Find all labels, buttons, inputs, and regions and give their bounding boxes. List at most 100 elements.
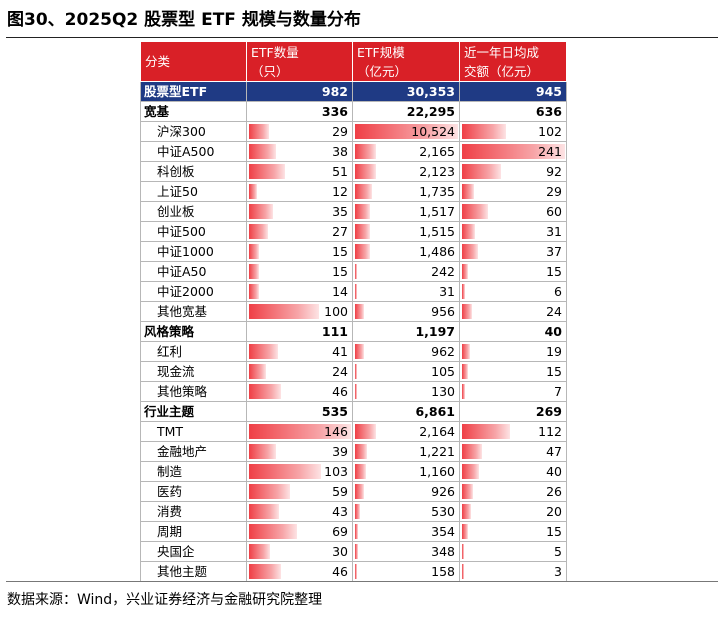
count-cell: 100: [246, 301, 353, 322]
scale-cell: 6,861: [352, 401, 460, 422]
turnover-cell: 60: [459, 201, 567, 222]
count-cell: 336: [246, 101, 353, 122]
count-cell: 29: [246, 121, 353, 142]
turnover-databar: [462, 264, 468, 279]
scale-cell: 158: [352, 561, 460, 582]
etf-distribution-table: 分类 ETF数量 （只） ETF规模 （亿元） 近一年日均成 交额（亿元） 股票型ET…: [140, 41, 567, 582]
count-value: 39: [332, 444, 348, 459]
count-databar: [249, 284, 259, 299]
count-databar: [249, 264, 259, 279]
count-databar: [249, 484, 290, 499]
count-value: 103: [324, 464, 348, 479]
category-name: 红利: [140, 341, 247, 362]
title-divider: [6, 37, 718, 38]
turnover-cell: 37: [459, 241, 567, 262]
header-etf-count: ETF数量 （只）: [246, 41, 353, 82]
scale-value: 2,123: [419, 164, 455, 179]
scale-databar: [355, 304, 364, 319]
turnover-databar: [462, 224, 475, 239]
scale-cell: 130: [352, 381, 460, 402]
turnover-value: 20: [546, 504, 562, 519]
scale-databar: [355, 124, 458, 139]
category-name: 医药: [140, 481, 247, 502]
scale-databar: [355, 284, 357, 299]
turnover-cell: 26: [459, 481, 567, 502]
count-value: 146: [324, 424, 348, 439]
count-cell: 35: [246, 201, 353, 222]
turnover-value: 24: [546, 304, 562, 319]
turnover-databar: [462, 424, 510, 439]
table-row: TMT 146 2,164 112: [140, 421, 567, 442]
table-header-row: 分类 ETF数量 （只） ETF规模 （亿元） 近一年日均成 交额（亿元）: [140, 41, 567, 82]
turnover-cell: 15: [459, 361, 567, 382]
count-cell: 103: [246, 461, 353, 482]
count-value: 29: [332, 124, 348, 139]
count-databar: [249, 444, 276, 459]
turnover-cell: 31: [459, 221, 567, 242]
category-name: 股票型ETF: [140, 81, 247, 102]
scale-databar: [355, 424, 376, 439]
scale-databar: [355, 144, 376, 159]
turnover-value: 6: [554, 284, 562, 299]
turnover-cell: 20: [459, 501, 567, 522]
count-cell: 535: [246, 401, 353, 422]
turnover-databar: [462, 204, 488, 219]
count-cell: 41: [246, 341, 353, 362]
count-cell: 43: [246, 501, 353, 522]
category-name: 科创板: [140, 161, 247, 182]
scale-databar: [355, 364, 357, 379]
count-cell: 15: [246, 241, 353, 262]
scale-databar: [355, 164, 376, 179]
count-value: 30: [332, 544, 348, 559]
turnover-cell: 102: [459, 121, 567, 142]
table-row: 金融地产 39 1,221 47: [140, 441, 567, 462]
count-cell: 111: [246, 321, 353, 342]
turnover-databar: [462, 144, 565, 159]
scale-cell: 105: [352, 361, 460, 382]
scale-cell: 348: [352, 541, 460, 562]
count-value: 51: [332, 164, 348, 179]
turnover-value: 15: [546, 364, 562, 379]
scale-databar: [355, 244, 370, 259]
scale-value: 22,295: [406, 104, 455, 119]
table-row: 中证1000 15 1,486 37: [140, 241, 567, 262]
turnover-cell: 945: [459, 81, 567, 102]
count-cell: 69: [246, 521, 353, 542]
scale-databar: [355, 504, 360, 519]
count-value: 15: [332, 264, 348, 279]
turnover-databar: [462, 364, 468, 379]
turnover-cell: 636: [459, 101, 567, 122]
turnover-databar: [462, 524, 468, 539]
category-name: 宽基: [140, 101, 247, 122]
turnover-cell: 29: [459, 181, 567, 202]
scale-cell: 354: [352, 521, 460, 542]
scale-value: 1,197: [415, 324, 455, 339]
count-value: 15: [332, 244, 348, 259]
turnover-databar: [462, 544, 464, 559]
turnover-value: 3: [554, 564, 562, 579]
scale-cell: 2,165: [352, 141, 460, 162]
category-name: 中证A500: [140, 141, 247, 162]
turnover-databar: [462, 504, 471, 519]
scale-cell: 962: [352, 341, 460, 362]
header-turnover-line2: 交额（亿元）: [464, 63, 540, 79]
category-name: 上证50: [140, 181, 247, 202]
scale-value: 1,517: [419, 204, 455, 219]
turnover-value: 15: [546, 524, 562, 539]
turnover-value: 7: [554, 384, 562, 399]
turnover-value: 60: [546, 204, 562, 219]
turnover-cell: 40: [459, 461, 567, 482]
scale-value: 962: [431, 344, 455, 359]
scale-value: 242: [431, 264, 455, 279]
category-name: 消费: [140, 501, 247, 522]
table-row: 红利 41 962 19: [140, 341, 567, 362]
table-row: 医药 59 926 26: [140, 481, 567, 502]
scale-value: 956: [431, 304, 455, 319]
table-row: 中证500 27 1,515 31: [140, 221, 567, 242]
count-databar: [249, 564, 281, 579]
table-row: 中证A500 38 2,165 241: [140, 141, 567, 162]
turnover-value: 15: [546, 264, 562, 279]
scale-cell: 1,486: [352, 241, 460, 262]
turnover-cell: 3: [459, 561, 567, 582]
table-row: 科创板 51 2,123 92: [140, 161, 567, 182]
